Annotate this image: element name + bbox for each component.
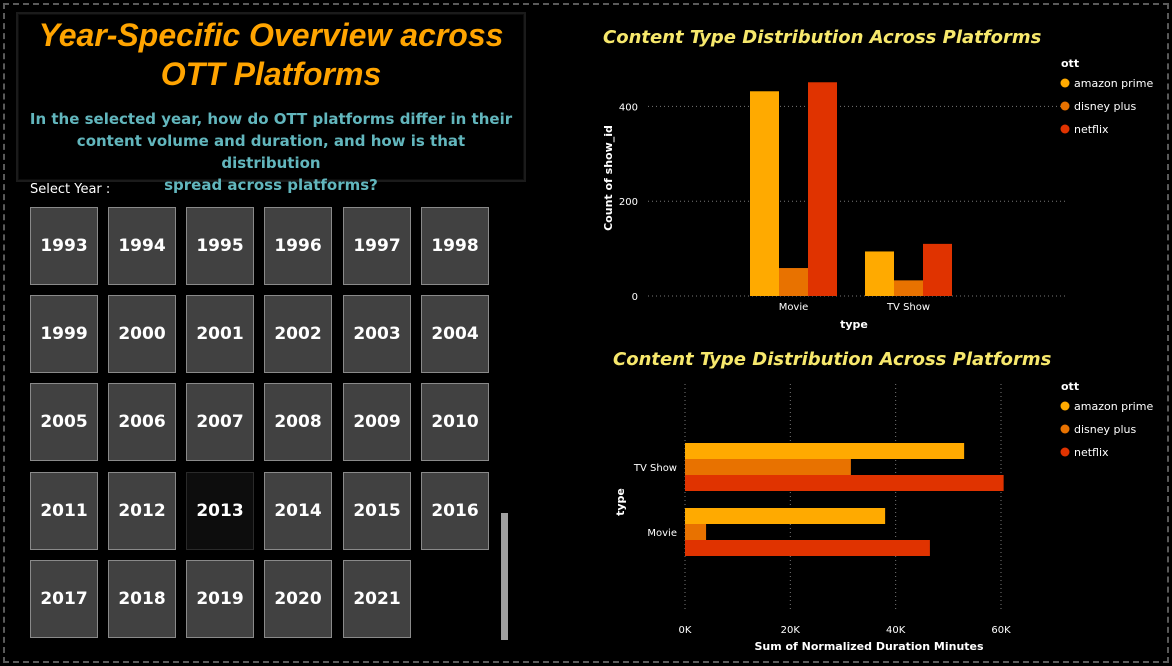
- title-line-2: OTT Platforms: [160, 56, 382, 92]
- chart1-ytick-label: 0: [632, 292, 638, 303]
- chart1-bar-disney-plus-Movie: [779, 268, 808, 296]
- year-tile-2012[interactable]: 2012: [108, 472, 176, 550]
- year-tile-2009[interactable]: 2009: [343, 383, 411, 461]
- chart1-legend-label-netflix: netflix: [1074, 123, 1109, 136]
- chart1-bar-netflix-TV-Show: [923, 243, 952, 296]
- year-tile-1996[interactable]: 1996: [264, 207, 332, 285]
- chart1-legend-label-amazon-prime: amazon prime: [1074, 77, 1153, 90]
- dashboard-frame: [3, 3, 1169, 663]
- chart1-bar-disney-plus-TV-Show: [894, 280, 923, 296]
- chart2-legend-title: ott: [1061, 380, 1079, 393]
- year-tile-2017[interactable]: 2017: [30, 560, 98, 638]
- question-text: In the selected year, how do OTT platfor…: [26, 108, 516, 196]
- chart2-legend-label-amazon-prime: amazon prime: [1074, 400, 1153, 413]
- count-chart-title: Content Type Distribution Across Platfor…: [603, 27, 1042, 48]
- year-tile-2000[interactable]: 2000: [108, 295, 176, 373]
- chart2-legend-label-disney-plus: disney plus: [1074, 423, 1137, 436]
- chart2-bar-netflix-Movie: [685, 540, 930, 556]
- year-tile-2014[interactable]: 2014: [264, 472, 332, 550]
- year-tile-2010[interactable]: 2010: [421, 383, 489, 461]
- chart2-ytick-label: Movie: [647, 528, 677, 539]
- chart2-xtick-label: 60K: [991, 625, 1011, 636]
- chart2-bar-amazon-prime-TV-Show: [685, 443, 965, 459]
- chart1-xtick-label: TV Show: [886, 302, 930, 313]
- year-tile-2001[interactable]: 2001: [186, 295, 254, 373]
- year-tile-1993[interactable]: 1993: [30, 207, 98, 285]
- chart2-ytick-label: TV Show: [633, 463, 677, 474]
- chart2-bar-amazon-prime-Movie: [685, 508, 886, 524]
- chart2-legend-marker-amazon-prime: [1060, 401, 1070, 411]
- duration-chart-title: Content Type Distribution Across Platfor…: [613, 349, 1052, 370]
- year-tile-2019[interactable]: 2019: [186, 560, 254, 638]
- year-tile-2011[interactable]: 2011: [30, 472, 98, 550]
- year-tile-1998[interactable]: 1998: [421, 207, 489, 285]
- chart1-legend-marker-netflix: [1060, 124, 1070, 134]
- chart2-bar-netflix-TV-Show: [685, 475, 1004, 491]
- year-slicer: 1993 1994 1995 1996 1997 1998 1999 2000 2001 2002…: [30, 207, 500, 647]
- question-line-2: content volume and duration, and how is …: [76, 132, 466, 172]
- chart2-yaxis-label: type: [614, 488, 627, 516]
- year-tile-2002[interactable]: 2002: [264, 295, 332, 373]
- year-tile-1997[interactable]: 1997: [343, 207, 411, 285]
- year-tile-1999[interactable]: 1999: [30, 295, 98, 373]
- year-slicer-label: Select Year :: [30, 182, 111, 197]
- chart2-legend-marker-netflix: [1060, 447, 1070, 457]
- year-tile-2007[interactable]: 2007: [186, 383, 254, 461]
- chart1-legend-marker-disney-plus: [1060, 101, 1070, 111]
- chart1-yaxis-label: Count of show_id: [602, 125, 615, 231]
- year-tile-2016[interactable]: 2016: [421, 472, 489, 550]
- year-tile-1994[interactable]: 1994: [108, 207, 176, 285]
- chart1-xaxis-label: type: [840, 318, 868, 331]
- chart2-xtick-label: 40K: [886, 625, 906, 636]
- count-by-type-chart: 0 200 400 Movie TV Show type Count of show_id o…: [602, 57, 1153, 331]
- chart2-legend-label-netflix: netflix: [1074, 446, 1109, 459]
- chart1-legend-marker-amazon-prime: [1060, 78, 1070, 88]
- title-card: Year-Specific Overview across OTT Platfo…: [16, 12, 526, 194]
- year-tile-2013[interactable]: 2013: [186, 472, 254, 550]
- year-tile-2008[interactable]: 2008: [264, 383, 332, 461]
- year-tile-1995[interactable]: 1995: [186, 207, 254, 285]
- chart1-legend-label-disney-plus: disney plus: [1074, 100, 1137, 113]
- year-tile-2021[interactable]: 2021: [343, 560, 411, 638]
- year-tile-2020[interactable]: 2020: [264, 560, 332, 638]
- chart2-legend-marker-disney-plus: [1060, 424, 1070, 434]
- chart1-bar-amazon-prime-TV-Show: [865, 251, 894, 296]
- chart1-legend-title: ott: [1061, 57, 1079, 70]
- year-tile-2005[interactable]: 2005: [30, 383, 98, 461]
- chart2-bar-disney-plus-TV-Show: [685, 459, 851, 475]
- year-tile-2004[interactable]: 2004: [421, 295, 489, 373]
- chart2-xtick-label: 0K: [679, 625, 692, 636]
- question-line-3: spread across platforms?: [164, 176, 378, 194]
- slicer-scrollbar[interactable]: [501, 513, 508, 640]
- chart2-xtick-label: 20K: [781, 625, 801, 636]
- chart1-bar-amazon-prime-Movie: [750, 91, 779, 296]
- year-tile-2018[interactable]: 2018: [108, 560, 176, 638]
- title-line-1: Year-Specific Overview across: [38, 17, 504, 53]
- chart2-xaxis-label: Sum of Normalized Duration Minutes: [754, 640, 984, 653]
- page-title: Year-Specific Overview across OTT Platfo…: [18, 16, 524, 94]
- chart1-xtick-label: Movie: [779, 302, 809, 313]
- chart1-ytick-label: 200: [619, 197, 638, 208]
- chart2-bar-disney-plus-Movie: [685, 524, 707, 540]
- question-line-1: In the selected year, how do OTT platfor…: [29, 110, 513, 128]
- duration-by-type-chart: 0K 20K 40K 60K TV Show Movie Sum of Normalized…: [614, 380, 1153, 653]
- year-tile-2006[interactable]: 2006: [108, 383, 176, 461]
- year-tile-2003[interactable]: 2003: [343, 295, 411, 373]
- year-tile-2015[interactable]: 2015: [343, 472, 411, 550]
- chart1-ytick-label: 400: [619, 102, 638, 113]
- chart1-bar-netflix-Movie: [808, 82, 837, 296]
